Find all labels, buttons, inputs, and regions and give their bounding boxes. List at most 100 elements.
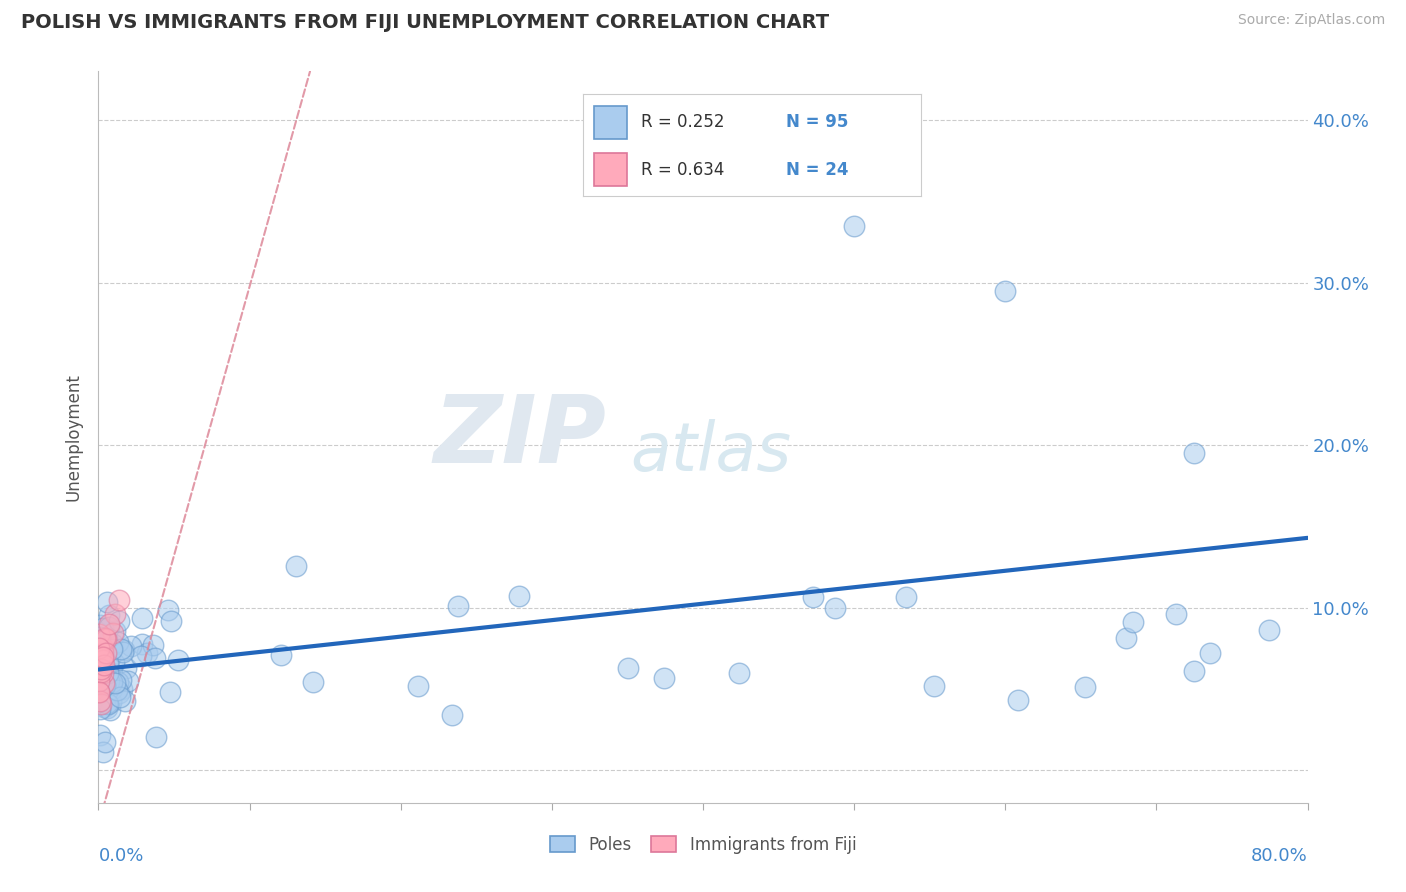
Point xyxy=(285,558,308,573)
Point xyxy=(94,632,117,646)
Point xyxy=(107,675,129,690)
Point xyxy=(94,677,117,691)
Point xyxy=(143,650,166,665)
Point xyxy=(91,640,114,655)
Point xyxy=(89,673,111,688)
Point xyxy=(97,671,120,685)
Point xyxy=(96,595,118,609)
Point xyxy=(91,649,114,664)
Point xyxy=(617,661,640,675)
Point xyxy=(100,674,122,689)
Point xyxy=(1122,615,1144,629)
Point xyxy=(90,665,112,680)
Point xyxy=(98,620,121,634)
Point xyxy=(91,622,114,636)
Text: R = 0.252: R = 0.252 xyxy=(641,113,724,131)
Y-axis label: Unemployment: Unemployment xyxy=(65,373,83,501)
Point xyxy=(167,653,190,667)
Point xyxy=(1007,693,1029,707)
Point xyxy=(93,676,115,690)
Point xyxy=(1182,664,1205,678)
Point xyxy=(111,645,134,659)
Point xyxy=(131,611,153,625)
Point xyxy=(97,674,120,689)
Text: atlas: atlas xyxy=(630,418,792,484)
Point xyxy=(89,702,111,716)
Point xyxy=(120,640,142,654)
FancyBboxPatch shape xyxy=(593,106,627,139)
Point xyxy=(90,662,112,676)
Point xyxy=(101,637,124,651)
Point xyxy=(156,603,179,617)
Point xyxy=(1166,607,1188,621)
Point xyxy=(111,682,134,697)
Point xyxy=(108,614,131,628)
Point xyxy=(98,703,121,717)
Point xyxy=(652,671,675,685)
Point xyxy=(896,590,918,604)
Point xyxy=(96,700,118,714)
Point xyxy=(661,153,683,168)
Point xyxy=(114,693,136,707)
Point xyxy=(844,219,866,233)
Text: POLISH VS IMMIGRANTS FROM FIJI UNEMPLOYMENT CORRELATION CHART: POLISH VS IMMIGRANTS FROM FIJI UNEMPLOYM… xyxy=(21,13,830,32)
Point xyxy=(97,657,120,671)
Point xyxy=(91,665,114,680)
Point xyxy=(98,669,121,683)
Point xyxy=(104,676,127,690)
Point xyxy=(104,607,127,621)
Point xyxy=(96,632,118,646)
Point xyxy=(93,680,115,694)
Point xyxy=(98,607,121,622)
Text: N = 24: N = 24 xyxy=(786,161,848,178)
Point xyxy=(103,656,125,670)
Text: Source: ZipAtlas.com: Source: ZipAtlas.com xyxy=(1237,13,1385,28)
Point xyxy=(91,642,114,657)
Point xyxy=(101,681,124,696)
Text: N = 95: N = 95 xyxy=(786,113,848,131)
Point xyxy=(89,684,111,698)
Point xyxy=(97,616,120,631)
Point xyxy=(801,590,824,604)
Point xyxy=(1074,680,1097,694)
Point xyxy=(108,685,131,699)
Point xyxy=(145,730,167,744)
Point xyxy=(159,685,181,699)
Point xyxy=(1199,646,1222,660)
Point xyxy=(107,635,129,649)
Point xyxy=(447,599,470,613)
Point xyxy=(1115,631,1137,645)
Point xyxy=(727,665,749,680)
Point xyxy=(89,617,111,632)
Point xyxy=(94,646,117,660)
Text: R = 0.634: R = 0.634 xyxy=(641,161,724,178)
Point xyxy=(302,675,325,690)
Point xyxy=(922,679,945,693)
Point xyxy=(110,673,132,687)
Point xyxy=(90,661,112,675)
Point xyxy=(87,627,110,641)
Point xyxy=(101,674,124,689)
Point xyxy=(93,635,115,649)
Point xyxy=(97,666,120,681)
Point xyxy=(89,694,111,708)
Point xyxy=(87,685,110,699)
Point xyxy=(89,633,111,648)
Point xyxy=(1182,446,1205,460)
Point xyxy=(96,632,118,646)
Point xyxy=(97,697,120,711)
Point xyxy=(131,648,153,663)
Point xyxy=(89,659,111,673)
Point xyxy=(406,679,429,693)
Point xyxy=(91,646,114,660)
Point xyxy=(93,657,115,672)
Point xyxy=(87,640,110,655)
Point xyxy=(160,615,183,629)
Point xyxy=(101,626,124,640)
Point xyxy=(994,284,1017,298)
Point xyxy=(115,661,138,675)
Point xyxy=(824,601,846,615)
Point xyxy=(440,708,463,723)
Point xyxy=(89,728,111,742)
Legend: Poles, Immigrants from Fiji: Poles, Immigrants from Fiji xyxy=(543,829,863,860)
